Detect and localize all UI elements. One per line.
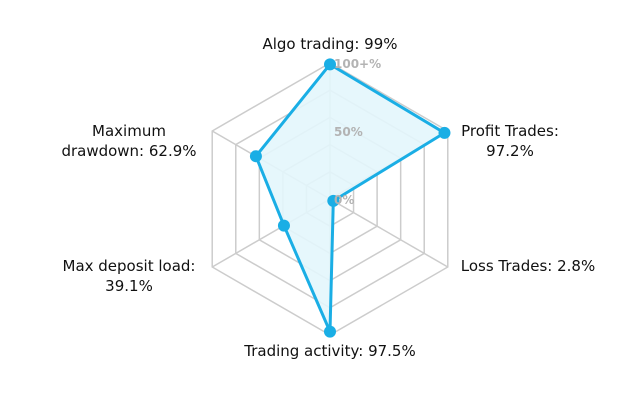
data-point-maximum-drawdown <box>249 150 262 163</box>
axis-label-line: Trading activity: 97.5% <box>243 342 415 360</box>
axis-label-line: Maximum <box>92 122 166 140</box>
data-point-loss-trades <box>327 194 340 207</box>
axis-label-line: Loss Trades: 2.8% <box>461 257 595 275</box>
axis-label-line: drawdown: 62.9% <box>61 142 196 160</box>
tick-label-0: 0% <box>334 193 354 207</box>
axis-label-max-deposit-load: Max deposit load: 39.1% <box>63 257 196 295</box>
axis-label-line: Profit Trades: <box>461 122 559 140</box>
axis-label-line: 97.2% <box>486 142 534 160</box>
axis-label-loss-trades: Loss Trades: 2.8% <box>461 257 595 275</box>
axis-label-line: 39.1% <box>105 277 153 295</box>
spoke-loss-trades <box>329 198 449 268</box>
data-point-trading-activity <box>324 325 336 338</box>
tick-label-50: 50% <box>334 125 363 139</box>
radar-axis-labels: Algo trading: 99% Profit Trades: 97.2% Loss… <box>61 35 595 360</box>
axis-label-trading-activity: Trading activity: 97.5% <box>243 342 415 360</box>
axis-label-line: Max deposit load: <box>63 257 196 275</box>
data-point-profit-trades <box>438 126 451 139</box>
radar-series <box>249 58 451 338</box>
axis-label-profit-trades: Profit Trades: 97.2% <box>461 122 559 160</box>
axis-label-algo-trading: Algo trading: 99% <box>262 35 397 53</box>
axis-label-line: Algo trading: 99% <box>262 35 397 53</box>
tick-label-100: 100+% <box>334 57 381 71</box>
data-point-max-deposit-load <box>277 219 290 232</box>
data-point-algo-trading <box>324 58 336 71</box>
axis-label-maximum-drawdown: Maximum drawdown: 62.9% <box>61 122 196 160</box>
radar-tick-labels: 0% 50% 100+% <box>334 57 381 207</box>
